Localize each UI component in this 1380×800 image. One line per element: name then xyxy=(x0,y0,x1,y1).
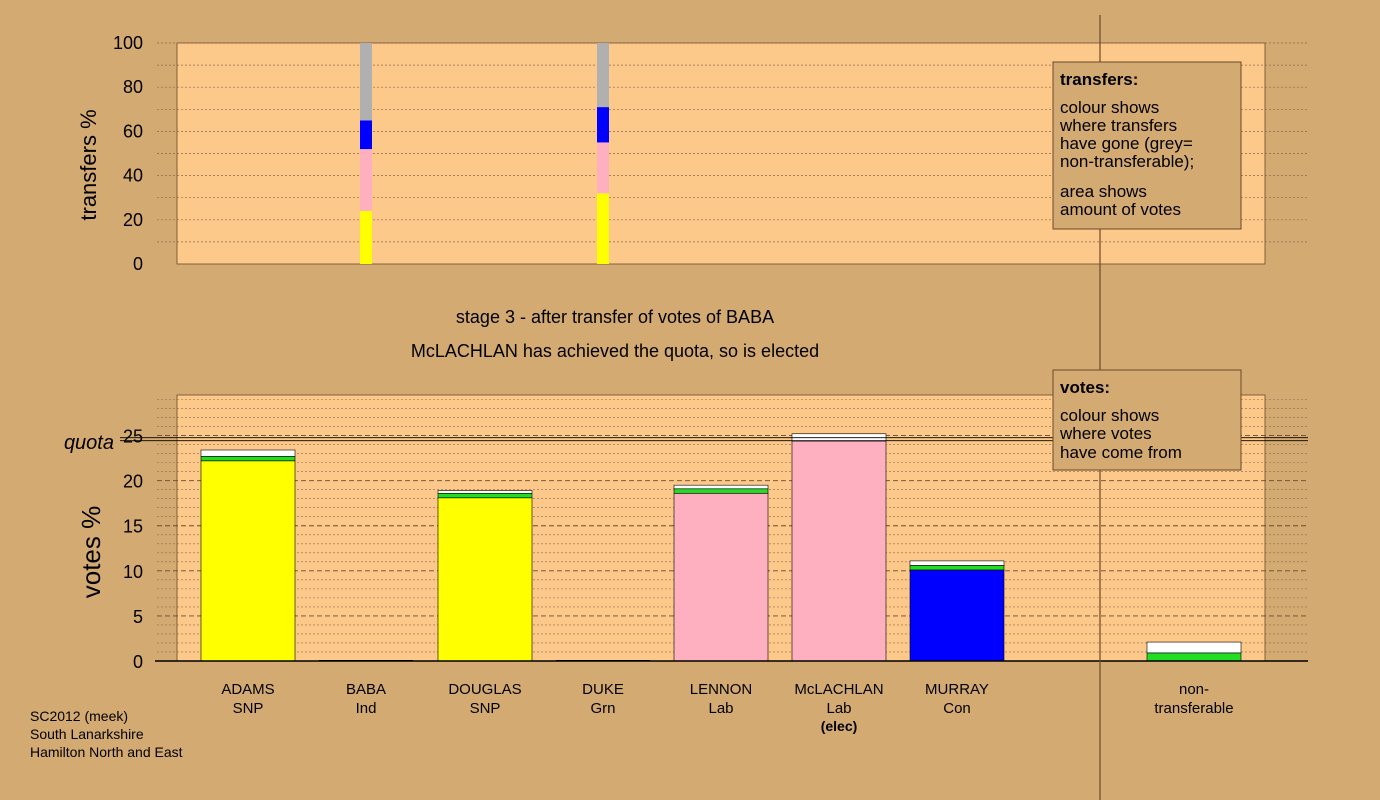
legend-transfers: transfers: colour shows where transfers … xyxy=(1052,61,1242,230)
legend-transfers-line: colour shows xyxy=(1060,98,1159,117)
footer-line: SC2012 (meek) xyxy=(30,708,128,724)
vote-bar-segment xyxy=(200,449,296,457)
legend-transfers-line: have gone (grey= xyxy=(1060,134,1193,153)
transfers-tick-label: 0 xyxy=(133,254,143,274)
vote-bar-segment xyxy=(673,492,769,662)
votes-tick-label: 15 xyxy=(123,517,143,537)
legend-transfers-line: amount of votes xyxy=(1060,200,1181,219)
category-party-label: SNP xyxy=(470,700,501,717)
legend-transfers-line: area shows xyxy=(1060,182,1147,201)
vote-bar-segment xyxy=(437,490,533,494)
legend-votes-line: colour shows xyxy=(1060,406,1159,425)
vote-bar-segment xyxy=(200,456,296,462)
legend-votes-line: where votes xyxy=(1059,424,1152,443)
category-party-label: transferable xyxy=(1154,700,1233,717)
stage-title: stage 3 - after transfer of votes of BAB… xyxy=(456,307,774,327)
legend-transfers-box xyxy=(1052,61,1242,230)
transfers-tick-label: 60 xyxy=(123,121,143,141)
vote-bar-segment xyxy=(1146,652,1242,662)
votes-axis-label: votes % xyxy=(76,506,106,599)
category-label: non- xyxy=(1179,681,1209,698)
legend-transfers-line: non-transferable); xyxy=(1060,152,1194,171)
transfer-segment xyxy=(360,43,372,121)
category-party-label: Grn xyxy=(590,700,615,717)
transfers-tick-label: 80 xyxy=(123,77,143,97)
category-label: LENNON xyxy=(690,681,753,698)
votes-tick-label: 20 xyxy=(123,472,143,492)
vote-bar-segment xyxy=(673,484,769,490)
votes-tick-label: 5 xyxy=(133,607,143,627)
legend-votes-title: votes: xyxy=(1060,378,1110,397)
category-label: ADAMS xyxy=(221,681,274,698)
vote-bar-segment xyxy=(200,460,296,662)
footer-line: South Lanarkshire xyxy=(30,726,144,742)
vote-bar-segment xyxy=(909,565,1005,571)
category-party-label: SNP xyxy=(233,700,264,717)
category-label: McLACHLAN xyxy=(794,681,883,698)
transfer-segment xyxy=(597,142,609,194)
footer: SC2012 (meek) South Lanarkshire Hamilton… xyxy=(30,708,183,760)
vote-bar-segment xyxy=(909,569,1005,662)
votes-tick-label: 0 xyxy=(133,652,143,672)
category-label: DUKE xyxy=(582,681,624,698)
votes-tick-label: 25 xyxy=(123,427,143,447)
vote-bar-segment xyxy=(791,440,887,662)
legend-votes: votes: colour shows where votes have com… xyxy=(1052,369,1242,471)
quota-label: quota xyxy=(64,432,114,454)
transfers-tick-label: 20 xyxy=(123,210,143,230)
category-party-label: Lab xyxy=(826,700,851,717)
category-label: MURRAY xyxy=(925,681,989,698)
transfer-segment xyxy=(597,107,609,143)
transfers-tick-label: 100 xyxy=(113,33,143,53)
votes-tick-label: 10 xyxy=(123,562,143,582)
category-note: (elec) xyxy=(821,718,858,734)
category-label: BABA xyxy=(346,681,386,698)
legend-votes-box xyxy=(1052,369,1242,471)
legend-transfers-title: transfers: xyxy=(1060,70,1138,89)
category-party-label: Con xyxy=(943,700,971,717)
transfers-axis-label: transfers % xyxy=(76,109,101,220)
vote-bar-segment xyxy=(437,492,533,499)
vote-bar-segment xyxy=(437,497,533,662)
category-party-label: Ind xyxy=(356,700,377,717)
transfer-segment xyxy=(597,43,609,108)
vote-bar-segment xyxy=(909,560,1005,566)
vote-bar-segment xyxy=(1146,641,1242,654)
transfer-segment xyxy=(360,120,372,150)
footer-line: Hamilton North and East xyxy=(30,744,183,760)
transfer-segment xyxy=(597,193,609,264)
transfer-segment xyxy=(360,149,372,211)
category-label: DOUGLAS xyxy=(448,681,521,698)
vote-bar-segment xyxy=(673,488,769,494)
category-party-label: Lab xyxy=(708,700,733,717)
legend-votes-line: have come from xyxy=(1060,443,1182,462)
transfer-segment xyxy=(360,210,372,264)
stage-subtitle: McLACHLAN has achieved the quota, so is … xyxy=(411,341,819,361)
transfers-tick-label: 40 xyxy=(123,166,143,186)
legend-transfers-line: where transfers xyxy=(1059,116,1177,135)
